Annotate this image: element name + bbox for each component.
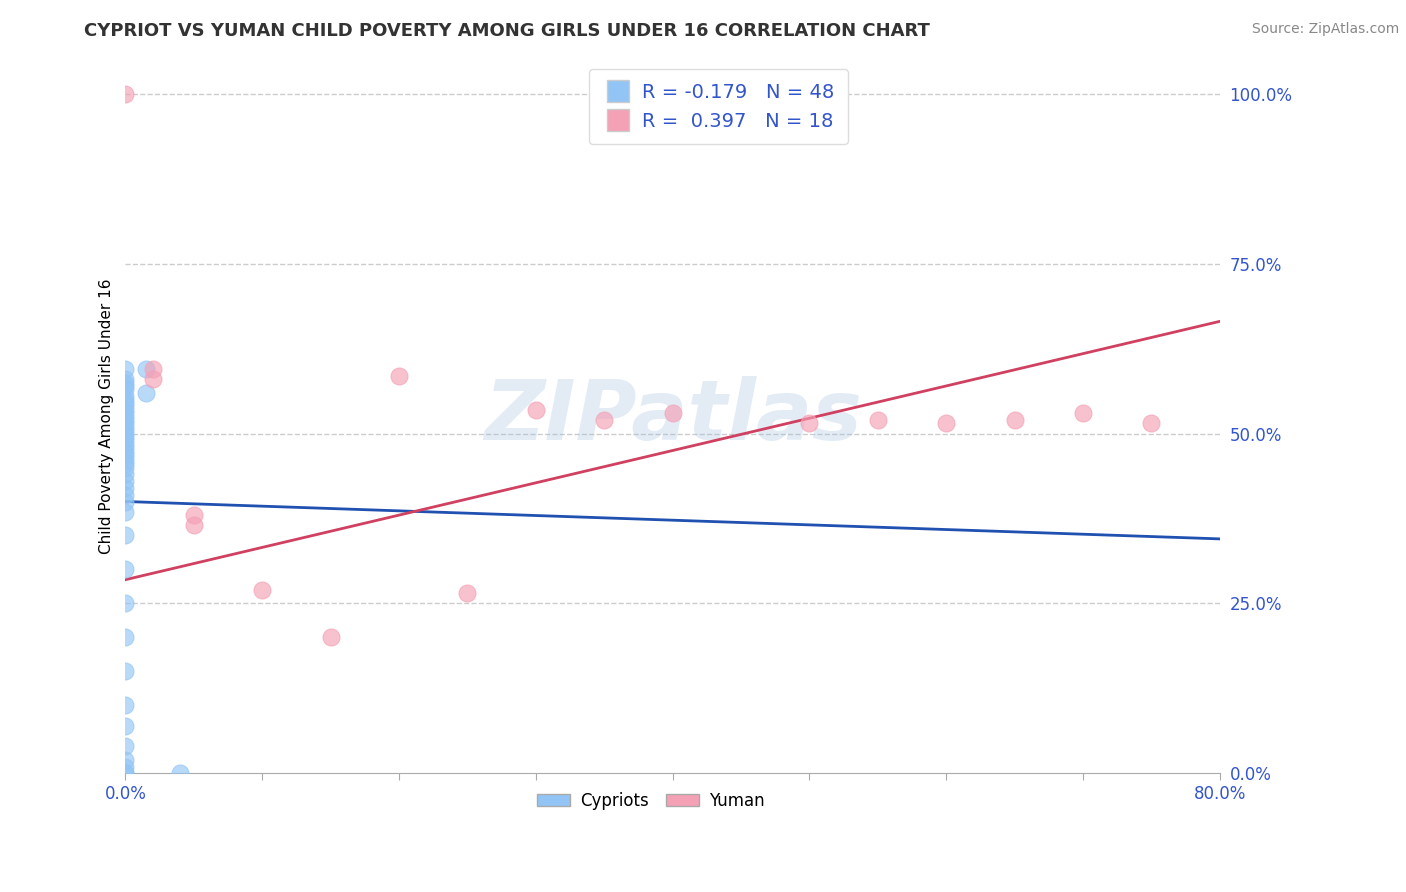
Point [114,481,136,495]
Point [114,406,136,420]
Point [114,419,136,434]
Point [114,759,136,773]
Point [593,413,616,427]
Point [114,698,136,713]
Point [114,389,136,403]
Point [114,440,136,454]
Point [114,719,136,733]
Point [114,631,136,645]
Point [252,582,274,597]
Point [114,447,136,461]
Point [135,385,157,400]
Point [183,518,205,533]
Point [135,362,157,376]
Point [114,488,136,502]
Point [799,417,821,431]
Legend: Cypriots, Yuman: Cypriots, Yuman [530,785,772,816]
Point [1004,413,1026,427]
Point [114,528,136,542]
Point [1071,406,1094,420]
Point [114,413,136,427]
Point [114,443,136,458]
Point [114,505,136,519]
Point [142,362,165,376]
Y-axis label: Child Poverty Among Girls Under 16: Child Poverty Among Girls Under 16 [100,279,114,554]
Point [183,508,205,522]
Point [114,457,136,471]
Point [114,379,136,393]
Point [114,665,136,679]
Point [114,430,136,444]
Point [524,402,547,417]
Point [114,766,136,780]
Point [1140,417,1163,431]
Point [114,423,136,437]
Point [114,409,136,424]
Point [169,766,191,780]
Point [114,467,136,482]
Point [114,382,136,396]
Point [114,494,136,508]
Point [142,372,165,386]
Point [114,372,136,386]
Point [114,436,136,450]
Point [319,631,342,645]
Point [114,87,136,101]
Point [114,400,136,414]
Point [114,562,136,576]
Point [114,453,136,467]
Point [456,586,478,600]
Point [114,396,136,410]
Point [114,402,136,417]
Point [866,413,889,427]
Point [935,417,957,431]
Point [114,597,136,611]
Point [114,392,136,407]
Point [114,766,136,780]
Point [114,753,136,767]
Point [114,362,136,376]
Text: CYPRIOT VS YUMAN CHILD POVERTY AMONG GIRLS UNDER 16 CORRELATION CHART: CYPRIOT VS YUMAN CHILD POVERTY AMONG GIR… [84,22,931,40]
Point [114,434,136,448]
Text: ZIPatlas: ZIPatlas [484,376,862,457]
Point [114,460,136,475]
Point [114,739,136,754]
Point [114,417,136,431]
Point [661,406,683,420]
Text: Source: ZipAtlas.com: Source: ZipAtlas.com [1251,22,1399,37]
Point [114,426,136,441]
Point [114,450,136,465]
Point [114,474,136,488]
Point [114,376,136,390]
Point [388,368,411,383]
